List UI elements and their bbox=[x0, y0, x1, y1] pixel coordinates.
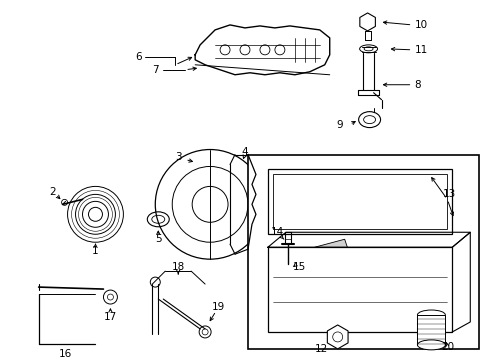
Bar bbox=[247, 154, 478, 349]
Text: 7: 7 bbox=[152, 65, 158, 75]
Text: 20: 20 bbox=[440, 342, 453, 352]
Text: 1: 1 bbox=[92, 246, 99, 256]
Bar bbox=[417, 315, 445, 345]
Text: 17: 17 bbox=[103, 312, 117, 322]
Text: 5: 5 bbox=[155, 234, 161, 244]
Text: 16: 16 bbox=[59, 349, 72, 359]
Bar bbox=[267, 247, 451, 332]
Ellipse shape bbox=[417, 340, 445, 350]
Text: 9: 9 bbox=[336, 120, 342, 130]
Polygon shape bbox=[314, 239, 349, 262]
Text: 8: 8 bbox=[414, 80, 420, 90]
Polygon shape bbox=[314, 259, 347, 279]
Text: 13: 13 bbox=[442, 189, 455, 199]
Bar bbox=[267, 170, 451, 234]
Text: 4: 4 bbox=[241, 147, 248, 157]
Text: 12: 12 bbox=[314, 344, 328, 354]
Ellipse shape bbox=[417, 310, 445, 320]
Bar bbox=[272, 175, 447, 229]
Text: 11: 11 bbox=[414, 45, 427, 55]
Text: 19: 19 bbox=[211, 302, 224, 312]
Polygon shape bbox=[359, 13, 375, 31]
Text: 15: 15 bbox=[293, 262, 306, 272]
Text: 2: 2 bbox=[49, 188, 56, 197]
Text: 6: 6 bbox=[135, 52, 142, 62]
Text: 3: 3 bbox=[175, 153, 181, 162]
Text: 10: 10 bbox=[414, 20, 427, 30]
Text: 18: 18 bbox=[171, 262, 184, 272]
Text: 14: 14 bbox=[271, 227, 284, 237]
